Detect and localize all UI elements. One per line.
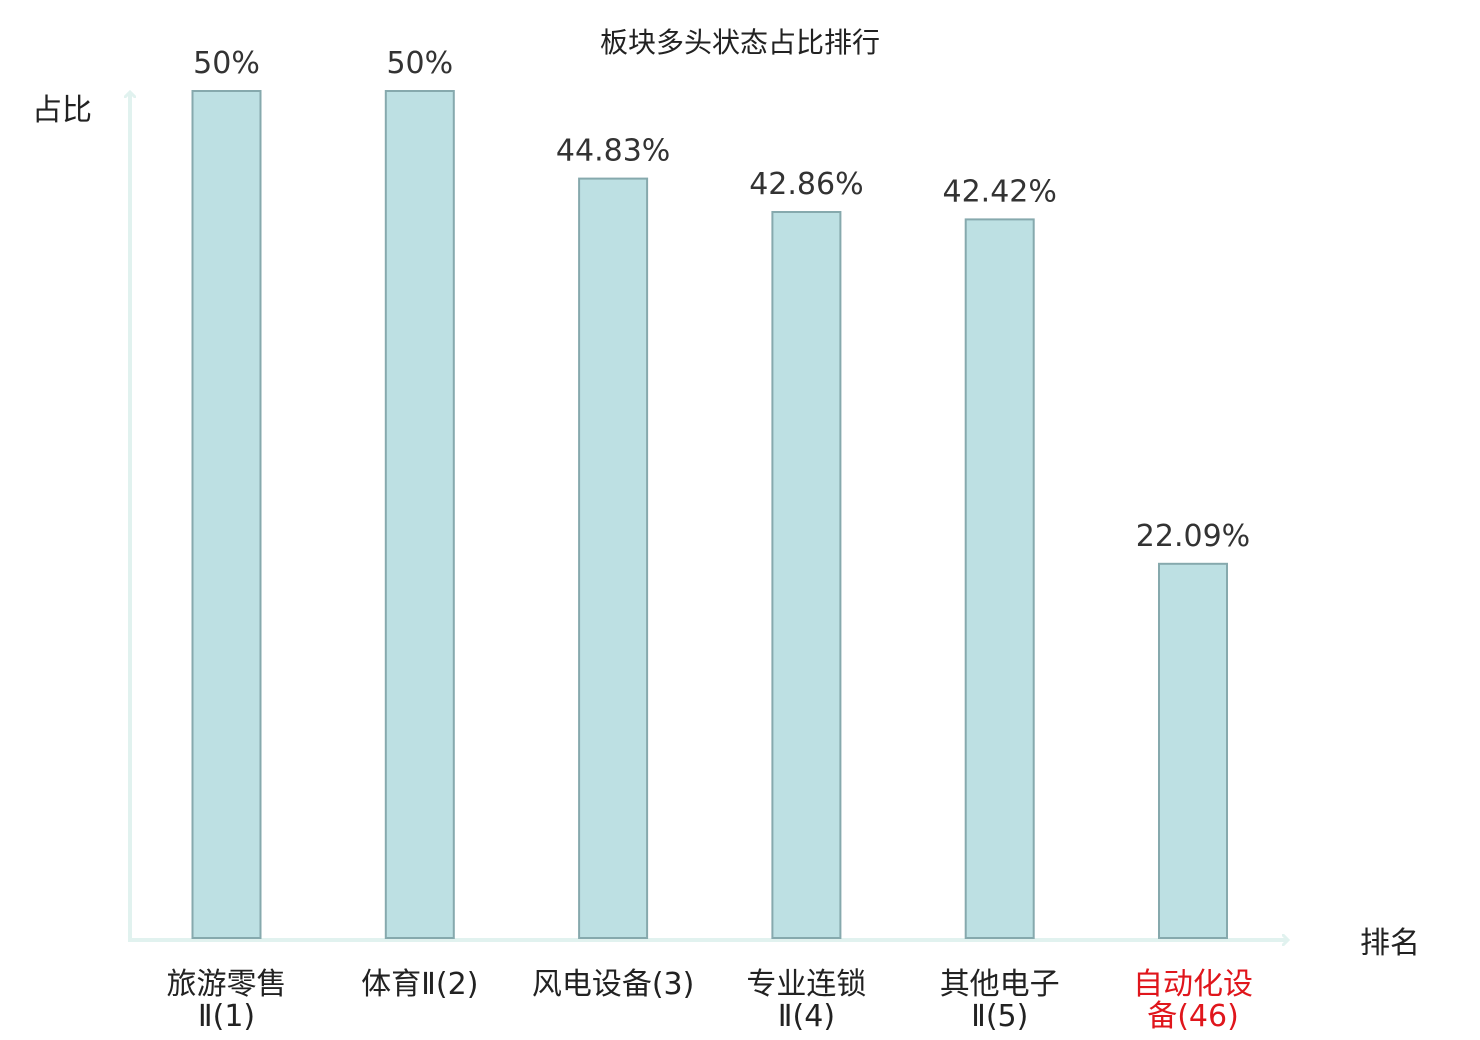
value-label-5: 42.42% <box>943 174 1057 209</box>
category-label-2-line-1: 体育Ⅱ(2) <box>361 967 478 1002</box>
value-labels-group: 50% 50% 44.83% 42.86% 42.42% 22.09% <box>193 46 1250 554</box>
category-label-4-line-1: 专业连锁 <box>746 967 866 1002</box>
category-label-6-line-2: 备(46) <box>1147 999 1239 1034</box>
category-label-1-line-2: Ⅱ(1) <box>198 999 255 1034</box>
bar-3 <box>578 177 649 940</box>
category-label-5-line-2: Ⅱ(5) <box>971 999 1028 1034</box>
bars-group <box>191 90 1228 940</box>
value-label-2: 50% <box>386 46 453 81</box>
value-label-3: 44.83% <box>556 134 670 169</box>
bar-4 <box>771 211 842 939</box>
category-label-4-line-2: Ⅱ(4) <box>778 999 835 1034</box>
bar-2 <box>384 90 455 939</box>
category-label-1-line-1: 旅游零售 <box>167 967 287 1002</box>
value-label-1: 50% <box>193 46 260 81</box>
bar-1 <box>191 90 262 939</box>
chart-title: 板块多头状态占比排行 <box>600 26 880 59</box>
category-label-6-line-1: 自动化设 <box>1133 967 1253 1002</box>
category-label-5-line-1: 其他电子 <box>940 967 1060 1002</box>
value-label-4: 42.86% <box>749 167 863 202</box>
bar-5 <box>964 218 1035 939</box>
y-axis-label: 占比 <box>32 93 92 128</box>
value-label-6: 22.09% <box>1136 519 1250 554</box>
category-label-3-line-1: 风电设备(3) <box>532 967 695 1002</box>
x-axis-label: 排名 <box>1360 926 1420 961</box>
bar-6 <box>1158 562 1228 939</box>
